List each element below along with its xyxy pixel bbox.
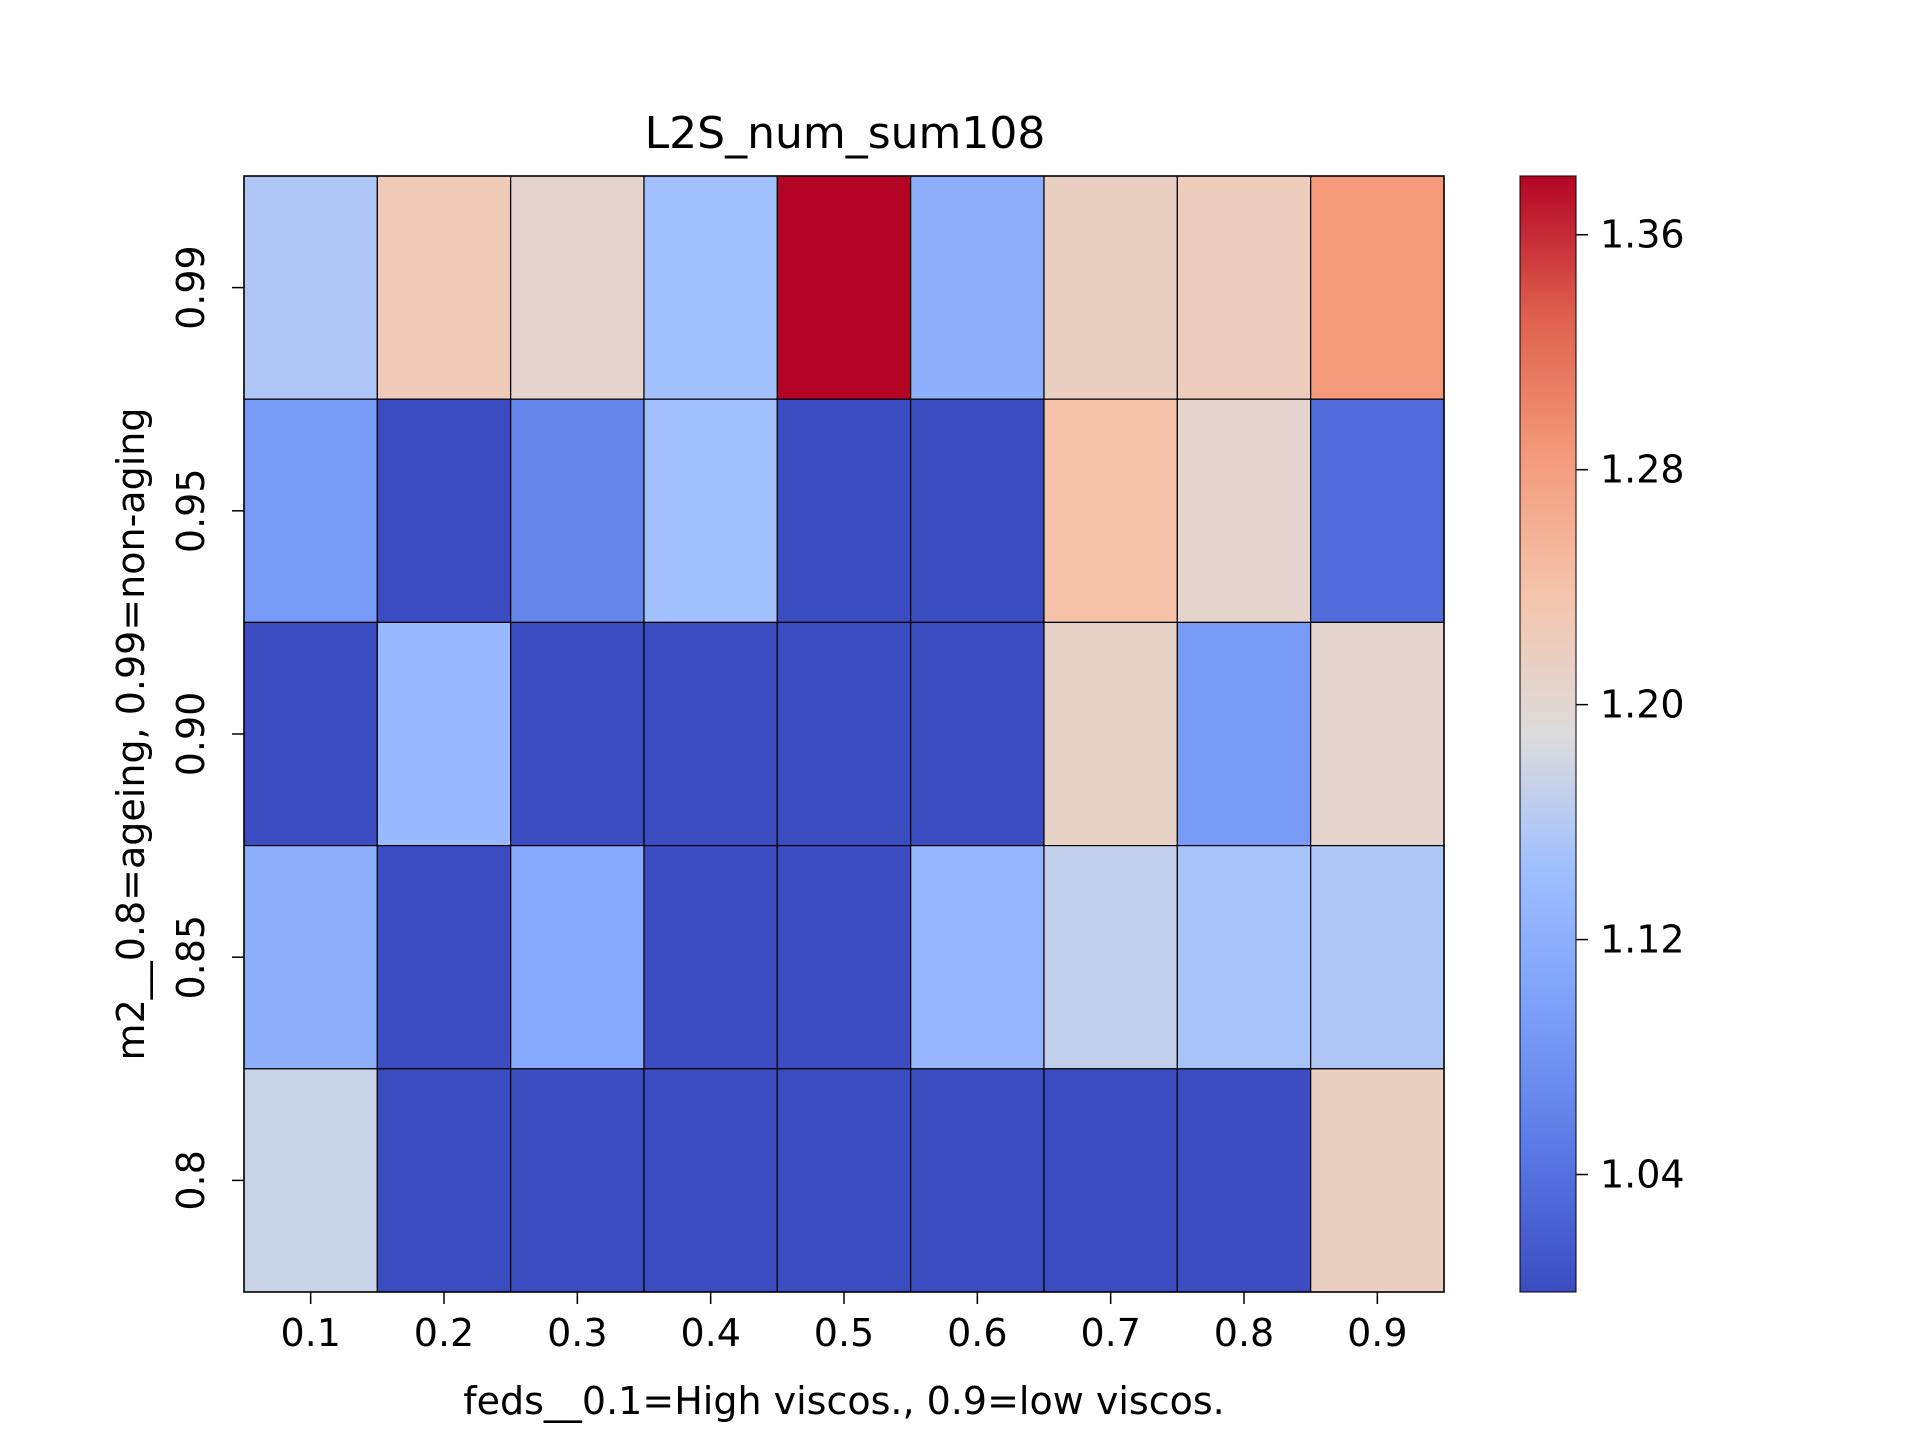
- heatmap-cell: [910, 398, 1045, 624]
- y-tick-label: 0.99: [169, 245, 213, 330]
- heatmap-cell: [243, 621, 378, 847]
- heatmap-cell: [1310, 1068, 1445, 1293]
- y-axis-label: m2__0.8=ageing, 0.99=non-aging: [109, 408, 153, 1061]
- heatmap-cell: [376, 1068, 512, 1293]
- heatmap-cell: [376, 175, 512, 400]
- heatmap-cell: [1043, 621, 1178, 847]
- chart-title: L2S_num_sum108: [645, 108, 1046, 159]
- heatmap-cell: [910, 621, 1045, 847]
- heatmap-cell: [776, 398, 912, 624]
- heatmap-cell: [910, 1068, 1045, 1293]
- y-tick-label: 0.95: [169, 468, 213, 553]
- y-tick-label: 0.85: [169, 915, 213, 1000]
- y-tick-label: 0.8: [169, 1150, 213, 1210]
- heatmap-cell: [776, 621, 912, 847]
- heatmap-cell: [1310, 621, 1445, 847]
- heatmap-cell: [643, 175, 778, 400]
- x-tick-label: 0.3: [547, 1311, 607, 1355]
- heatmap-cell: [1176, 398, 1312, 624]
- heatmap-cell: [910, 175, 1045, 400]
- heatmap-cell: [1310, 398, 1445, 624]
- x-tick-label: 0.6: [947, 1311, 1007, 1355]
- heatmap-cell: [376, 398, 512, 624]
- x-tick-label: 0.2: [414, 1311, 474, 1355]
- heatmap-cell: [643, 1068, 778, 1293]
- x-axis-label: feds__0.1=High viscos., 0.9=low viscos.: [463, 1379, 1224, 1423]
- heatmap-cell: [1176, 1068, 1312, 1293]
- x-tick-label: 0.4: [680, 1311, 740, 1355]
- heatmap-cell: [1043, 1068, 1178, 1293]
- heatmap-cell: [243, 398, 378, 624]
- heatmap-cell: [1176, 621, 1312, 847]
- x-tick-label: 0.7: [1080, 1311, 1140, 1355]
- x-tick-label: 0.1: [280, 1311, 340, 1355]
- heatmap-cell: [1310, 175, 1445, 400]
- colorbar: 1.04 1.12 1.20 1.28 1.36: [1519, 175, 1685, 1293]
- heatmap-cells: [243, 175, 1445, 1293]
- colorbar-tick-label: 1.12: [1600, 918, 1685, 962]
- y-tick-label: 0.90: [169, 692, 213, 777]
- heatmap-cell: [376, 844, 512, 1070]
- heatmap-cell: [510, 1068, 645, 1293]
- heatmap-cell: [776, 175, 912, 400]
- heatmap-cell: [510, 398, 645, 624]
- y-axis-ticks: 0.99 0.95 0.90 0.85 0.8: [169, 245, 244, 1211]
- colorbar-tick-label: 1.28: [1600, 448, 1685, 492]
- x-axis-ticks: 0.1 0.2 0.3 0.4 0.5 0.6 0.7 0.8 0.9: [280, 1292, 1408, 1355]
- heatmap-cell: [243, 1068, 378, 1293]
- colorbar-ticks: 1.04 1.12 1.20 1.28 1.36: [1576, 213, 1685, 1197]
- colorbar-tick-label: 1.20: [1600, 683, 1685, 727]
- heatmap-cell: [1176, 844, 1312, 1070]
- heatmap-cell: [643, 398, 778, 624]
- heatmap-cell: [1310, 844, 1445, 1070]
- x-tick-label: 0.8: [1214, 1311, 1274, 1355]
- heatmap-cell: [510, 175, 645, 400]
- heatmap-cell: [1043, 175, 1178, 400]
- plot-frame: [243, 175, 1445, 1293]
- heatmap-cell: [243, 175, 378, 400]
- heatmap-cell: [1043, 398, 1178, 624]
- heatmap-cell: [510, 621, 645, 847]
- heatmap-cell: [376, 621, 512, 847]
- colorbar-frame: [1519, 175, 1577, 1293]
- heatmap-cell: [643, 621, 778, 847]
- heatmap-cell: [910, 844, 1045, 1070]
- heatmap-cell: [1176, 175, 1312, 400]
- colorbar-tick-label: 1.04: [1600, 1153, 1685, 1197]
- heatmap-cell: [643, 844, 778, 1070]
- heatmap-cell: [510, 844, 645, 1070]
- colorbar-gradient: [1520, 176, 1576, 1292]
- heatmap-cell: [776, 1068, 912, 1293]
- heatmap-cell: [776, 844, 912, 1070]
- colorbar-tick-label: 1.36: [1600, 213, 1685, 257]
- x-tick-label: 0.5: [814, 1311, 874, 1355]
- x-tick-label: 0.9: [1347, 1311, 1407, 1355]
- heatmap-cell: [243, 844, 378, 1070]
- heatmap-cell: [1043, 844, 1178, 1070]
